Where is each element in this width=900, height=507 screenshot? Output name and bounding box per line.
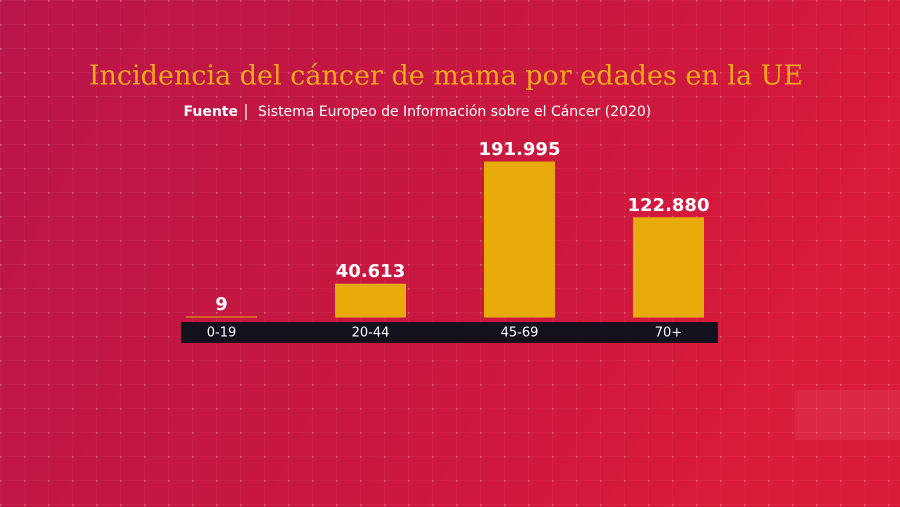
decor	[795, 390, 900, 440]
value-label: 122.880	[628, 195, 710, 216]
value-label: 191.995	[479, 139, 561, 160]
bar	[484, 161, 555, 318]
x-tick-label: 45-69	[501, 326, 539, 341]
category-strip	[181, 322, 718, 343]
bar	[633, 217, 704, 318]
bar	[335, 283, 406, 318]
x-tick-label: 20-44	[352, 326, 390, 341]
value-label: 9	[215, 294, 228, 315]
chart-title: Incidencia del cáncer de mama por edades…	[89, 61, 803, 92]
x-tick-label: 0-19	[207, 326, 237, 341]
source: Sistema Europeo de Información sobre el …	[258, 104, 651, 120]
x-tick-label: 70+	[655, 326, 682, 341]
source-label: Fuente	[184, 104, 238, 120]
value-label: 40.613	[336, 261, 405, 282]
